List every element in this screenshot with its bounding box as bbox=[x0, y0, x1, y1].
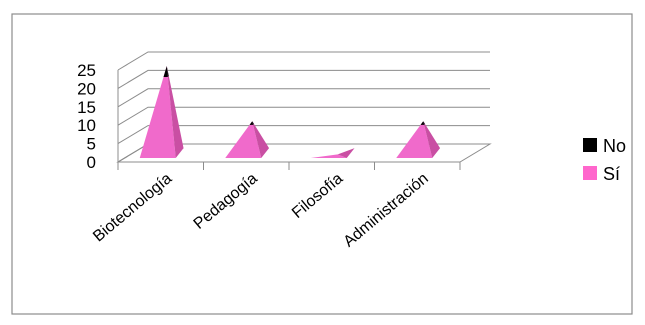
pyramid-tip-no bbox=[163, 66, 168, 78]
pyramid-face-front bbox=[310, 154, 347, 158]
pyramid-tip-no bbox=[249, 121, 254, 125]
pyramid-tip-no bbox=[420, 121, 425, 125]
pyramid-tip-no-side bbox=[166, 66, 169, 78]
gridline bbox=[117, 106, 490, 126]
legend-label: Sí bbox=[603, 164, 620, 184]
gridline bbox=[117, 88, 490, 108]
pyramid-face-side bbox=[337, 148, 355, 158]
y-tick-label: 0 bbox=[87, 153, 96, 172]
gridlines bbox=[117, 51, 490, 163]
y-tick-label: 15 bbox=[77, 98, 96, 117]
pyramid-face-side bbox=[166, 66, 184, 158]
pyramid-face-side bbox=[423, 121, 441, 158]
pyramid-face-front bbox=[396, 121, 433, 158]
pyramid-0 bbox=[139, 66, 184, 158]
pyramid-3 bbox=[396, 121, 441, 158]
chart-border bbox=[11, 13, 633, 315]
legend-item-0: No bbox=[583, 136, 626, 156]
gridline bbox=[117, 125, 490, 145]
pyramid-1 bbox=[225, 121, 270, 158]
gridline bbox=[117, 69, 490, 89]
pyramid-tip-no-side bbox=[423, 121, 425, 125]
legend: No Sí bbox=[583, 136, 626, 184]
pyramid-tip-no-side bbox=[252, 121, 254, 125]
legend-item-1: Sí bbox=[583, 164, 620, 184]
legend-swatch bbox=[583, 138, 597, 152]
y-tick-label: 10 bbox=[77, 116, 96, 135]
y-tick-label: 5 bbox=[87, 135, 96, 154]
pyramid-face-front bbox=[225, 121, 262, 158]
legend-swatch bbox=[583, 166, 597, 180]
pyramid-face-side bbox=[252, 121, 270, 158]
pyramid-series bbox=[139, 66, 441, 158]
gridline bbox=[117, 51, 490, 71]
legend-label: No bbox=[603, 136, 626, 156]
pyramid-2 bbox=[310, 148, 355, 158]
y-tick-label: 25 bbox=[77, 61, 96, 80]
y-tick-label: 20 bbox=[77, 79, 96, 98]
pyramid-face-front bbox=[139, 66, 176, 158]
